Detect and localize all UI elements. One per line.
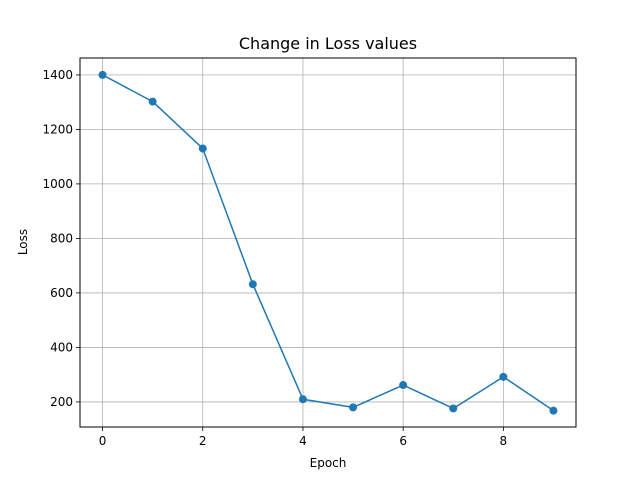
- y-tick-label: 600: [50, 286, 73, 300]
- loss-data-point: [499, 372, 508, 381]
- y-tick-label: 1400: [42, 68, 73, 82]
- x-axis-label: Epoch: [310, 456, 347, 470]
- y-tick-label: 800: [50, 231, 73, 245]
- y-tick-label: 400: [50, 340, 73, 354]
- loss-data-point: [98, 70, 107, 79]
- x-tick-label: 0: [99, 434, 107, 448]
- loss-data-point: [399, 381, 408, 390]
- y-tick-label: 200: [50, 395, 73, 409]
- y-tick-label: 1000: [42, 177, 73, 191]
- x-tick-label: 8: [500, 434, 508, 448]
- tick-layer: 0 2 4 6 8 200 400 600 800 1000 1200 1400: [42, 68, 507, 448]
- loss-series-line: [102, 74, 554, 412]
- loss-data-point: [198, 144, 207, 153]
- grid-layer: [80, 58, 576, 427]
- x-tick-label: 4: [299, 434, 307, 448]
- y-axis-label: Loss: [16, 229, 30, 255]
- chart-title: Change in Loss values: [239, 34, 417, 53]
- series-layer: [98, 70, 558, 415]
- x-tick-label: 6: [399, 434, 407, 448]
- loss-data-point: [549, 406, 558, 415]
- loss-data-point: [148, 97, 157, 106]
- plot-frame: [79, 57, 577, 428]
- loss-data-point: [248, 280, 257, 289]
- y-tick-label: 1200: [42, 122, 73, 136]
- loss-data-point: [449, 404, 458, 413]
- x-tick-label: 2: [199, 434, 207, 448]
- loss-data-point: [349, 403, 358, 412]
- loss-data-point: [298, 395, 307, 404]
